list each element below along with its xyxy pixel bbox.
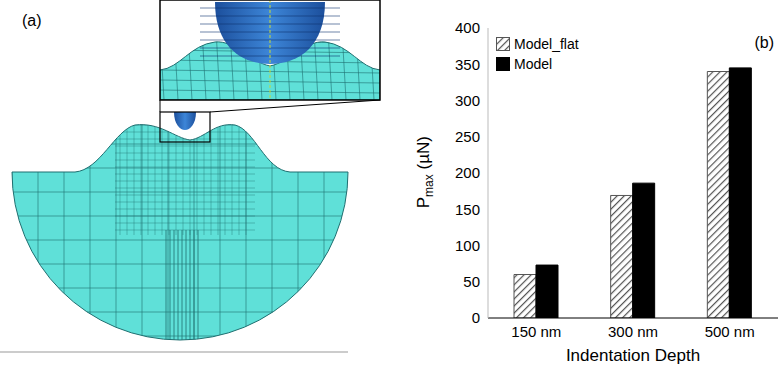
svg-text:50: 50	[463, 273, 480, 290]
html-text:P: P	[413, 196, 433, 209]
svg-text:(a): (a)	[22, 12, 42, 29]
svg-text:300: 300	[455, 92, 480, 109]
html-text:Model: Model	[514, 56, 553, 72]
html-text:Indentation Depth: Indentation Depth	[565, 346, 701, 365]
svg-text:150 nm: 150 nm	[511, 323, 561, 340]
svg-text:150: 150	[455, 201, 480, 218]
svg-text:300 nm: 300 nm	[608, 323, 658, 340]
svg-text:100: 100	[455, 237, 480, 254]
svg-text:200: 200	[455, 164, 480, 181]
html-text:Model_flat: Model_flat	[514, 36, 579, 52]
html-text:(µN): (µN)	[413, 136, 433, 175]
svg-text:500 nm: 500 nm	[705, 323, 755, 340]
svg-text:250: 250	[455, 128, 480, 145]
svg-text:400: 400	[455, 19, 480, 36]
svg-text:350: 350	[455, 56, 480, 73]
html-text:(b): (b)	[754, 34, 774, 51]
svg-text:0: 0	[472, 309, 480, 326]
html-text:max: max	[422, 174, 437, 197]
